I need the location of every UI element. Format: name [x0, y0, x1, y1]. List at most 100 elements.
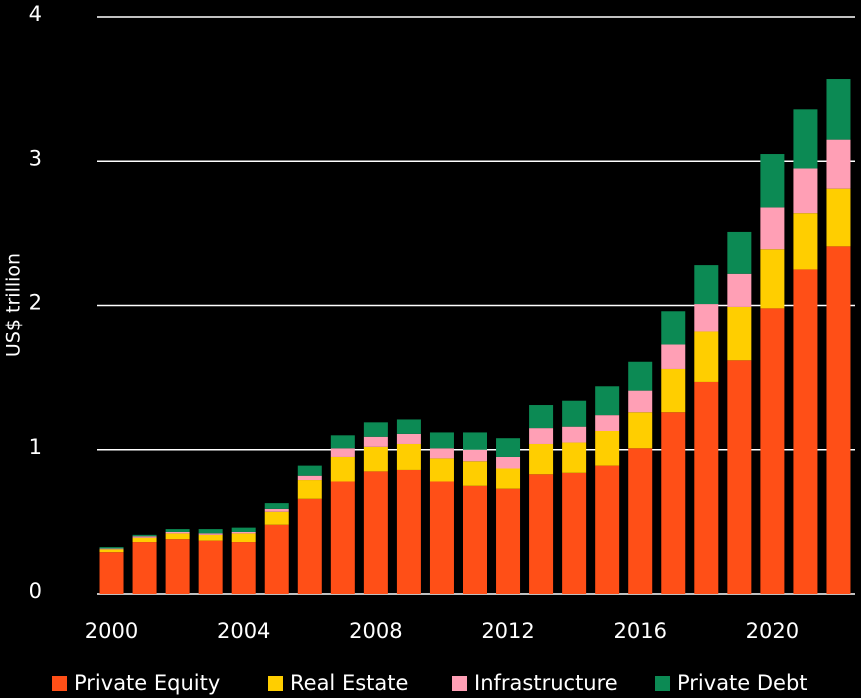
bar-segment: [529, 405, 554, 429]
legend-swatch: [452, 676, 467, 691]
bar-segment: [264, 511, 289, 525]
bar-segment: [529, 428, 554, 444]
legend-label: Private Debt: [677, 671, 808, 695]
legend-swatch: [52, 676, 67, 691]
bar-segment: [396, 433, 421, 444]
bar-segment: [198, 534, 223, 541]
bar-segment: [231, 527, 256, 532]
bar-segment: [463, 485, 487, 594]
bar-segment: [529, 474, 554, 594]
bar-segment: [496, 438, 521, 457]
x-tick-label: 2016: [613, 619, 666, 643]
bar-segment: [99, 548, 124, 550]
bar-segment: [330, 456, 355, 482]
bar-segment: [264, 508, 289, 512]
bar-segment: [595, 430, 620, 466]
legend-swatch: [655, 676, 670, 691]
bar-segment: [363, 436, 388, 447]
x-tick-label: 2008: [349, 619, 402, 643]
y-tick-label: 1: [29, 435, 42, 459]
bar-segment: [727, 273, 752, 307]
bar-segment: [760, 308, 785, 594]
bar-segment: [628, 412, 653, 449]
bar-segment: [363, 446, 388, 472]
x-tick-label: 2000: [85, 619, 138, 643]
bar-segment: [363, 471, 388, 594]
legend-swatch: [268, 676, 283, 691]
bar-segment: [661, 344, 686, 369]
bar-segment: [165, 539, 190, 594]
bar-segment: [826, 79, 851, 140]
bar-segment: [661, 368, 686, 413]
bar-segment: [463, 461, 487, 486]
bar-segment: [231, 533, 256, 543]
bar-segment: [198, 533, 223, 535]
bar-segment: [198, 529, 223, 534]
y-tick-label: 4: [29, 2, 42, 26]
bar-segment: [694, 381, 719, 594]
bar-segment: [396, 443, 421, 470]
bar-segment: [132, 542, 157, 594]
bar-segment: [694, 331, 719, 382]
x-tick-label: 2020: [746, 619, 799, 643]
bar-segment: [99, 552, 124, 594]
bar-segment: [595, 415, 620, 431]
bar-segment: [99, 549, 124, 553]
bar-segment: [793, 168, 818, 214]
bar-segment: [99, 547, 124, 549]
bar-segment: [165, 533, 190, 540]
legend-label: Infrastructure: [474, 671, 618, 695]
bar-segment: [727, 306, 752, 361]
bar-segment: [496, 468, 521, 489]
y-axis-label: US$ trillion: [3, 253, 25, 357]
bar-segment: [727, 360, 752, 594]
bar-segment: [297, 480, 322, 499]
bar-segment: [396, 469, 421, 594]
bar-segment: [496, 488, 521, 594]
bar-segment: [826, 188, 851, 247]
bar-segment: [628, 390, 653, 413]
bar-segment: [760, 154, 785, 208]
y-tick-label: 3: [29, 146, 42, 170]
bar-segment: [231, 542, 256, 594]
bar-segment: [429, 481, 454, 594]
bar-segment: [429, 448, 454, 459]
bar-segment: [463, 449, 487, 462]
bar-segment: [496, 456, 521, 469]
bar-segment: [165, 531, 190, 534]
bar-segment: [198, 540, 223, 594]
bar-segment: [727, 231, 752, 274]
bar-segment: [562, 442, 587, 473]
bar-segment: [330, 448, 355, 457]
bar-segment: [330, 481, 355, 594]
bar-segment: [760, 249, 785, 309]
y-tick-label: 0: [29, 579, 42, 603]
bar-segment: [694, 304, 719, 332]
bar-segment: [132, 534, 157, 537]
bar-segment: [562, 472, 587, 594]
bar-segment: [826, 139, 851, 189]
bar-segment: [330, 435, 355, 449]
bar-segment: [760, 207, 785, 250]
bar-segment: [165, 529, 190, 532]
bar-segment: [529, 443, 554, 475]
y-tick-label: 2: [29, 291, 42, 315]
bar-segment: [562, 400, 587, 427]
bar-segment: [793, 109, 818, 169]
bar-segment: [132, 536, 157, 538]
bar-segment: [793, 213, 818, 270]
bar-segment: [132, 537, 157, 543]
bar-segment: [793, 269, 818, 594]
x-tick-label: 2004: [217, 619, 270, 643]
bar-segment: [297, 475, 322, 481]
bar-segment: [694, 265, 719, 305]
bar-segment: [826, 246, 851, 595]
bar-segment: [297, 465, 322, 476]
bar-segment: [595, 386, 620, 416]
bar-segment: [396, 419, 421, 434]
bar-segment: [363, 422, 388, 437]
bar-segment: [661, 412, 686, 594]
x-tick-label: 2012: [481, 619, 534, 643]
legend-label: Real Estate: [290, 671, 408, 695]
